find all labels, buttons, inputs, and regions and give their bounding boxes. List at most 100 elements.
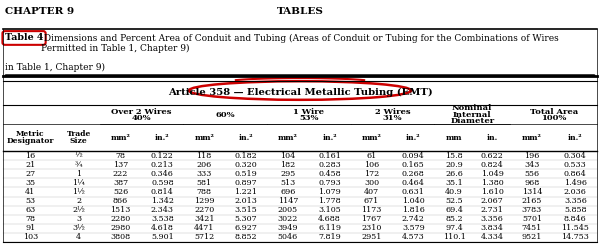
Text: 866: 866 bbox=[113, 197, 128, 205]
Text: 5701: 5701 bbox=[522, 215, 542, 223]
Text: 1.610: 1.610 bbox=[481, 188, 503, 196]
Text: 172: 172 bbox=[364, 170, 379, 178]
Text: 2.742: 2.742 bbox=[402, 215, 425, 223]
Text: 0.122: 0.122 bbox=[151, 152, 174, 160]
Text: 103: 103 bbox=[23, 233, 38, 241]
Text: 104: 104 bbox=[280, 152, 295, 160]
Text: 100%: 100% bbox=[541, 114, 566, 122]
Text: 21: 21 bbox=[25, 161, 35, 169]
Text: 4: 4 bbox=[76, 233, 81, 241]
Text: 78: 78 bbox=[116, 152, 125, 160]
Text: 4.618: 4.618 bbox=[151, 224, 174, 232]
Text: 1314: 1314 bbox=[522, 188, 542, 196]
Text: 671: 671 bbox=[364, 197, 379, 205]
Text: 2½: 2½ bbox=[72, 206, 85, 214]
Text: 0.304: 0.304 bbox=[564, 152, 587, 160]
Text: 4.688: 4.688 bbox=[318, 215, 341, 223]
Text: 1173: 1173 bbox=[361, 206, 382, 214]
Text: 2.036: 2.036 bbox=[564, 188, 587, 196]
Text: 2951: 2951 bbox=[361, 233, 382, 241]
Text: 1.816: 1.816 bbox=[402, 206, 425, 214]
Text: mm²: mm² bbox=[522, 134, 542, 142]
Text: in.²: in.² bbox=[406, 134, 421, 142]
Text: 0.519: 0.519 bbox=[235, 170, 257, 178]
Text: 5.307: 5.307 bbox=[235, 215, 257, 223]
Text: Trade: Trade bbox=[67, 130, 91, 138]
Text: 4.573: 4.573 bbox=[402, 233, 425, 241]
Text: 11.545: 11.545 bbox=[562, 224, 589, 232]
Text: 26.6: 26.6 bbox=[445, 170, 463, 178]
Text: 513: 513 bbox=[280, 179, 295, 187]
Text: in.²: in.² bbox=[155, 134, 170, 142]
Text: 69.4: 69.4 bbox=[445, 206, 463, 214]
Text: 0.464: 0.464 bbox=[402, 179, 425, 187]
Text: 3½: 3½ bbox=[72, 224, 85, 232]
Text: 3.515: 3.515 bbox=[235, 206, 257, 214]
Text: 1.221: 1.221 bbox=[235, 188, 257, 196]
Text: 2.067: 2.067 bbox=[481, 197, 503, 205]
Text: 968: 968 bbox=[524, 179, 539, 187]
Text: 196: 196 bbox=[524, 152, 539, 160]
Text: 2980: 2980 bbox=[110, 224, 131, 232]
Text: 3.538: 3.538 bbox=[151, 215, 174, 223]
Text: 3.834: 3.834 bbox=[481, 224, 503, 232]
Text: 3.579: 3.579 bbox=[402, 224, 425, 232]
Text: 61: 61 bbox=[367, 152, 377, 160]
Text: 0.864: 0.864 bbox=[564, 170, 587, 178]
Text: 0.165: 0.165 bbox=[402, 161, 425, 169]
Text: 0.622: 0.622 bbox=[481, 152, 503, 160]
Text: ½: ½ bbox=[75, 152, 83, 160]
Text: 222: 222 bbox=[113, 170, 128, 178]
Text: 788: 788 bbox=[197, 188, 212, 196]
Text: 1147: 1147 bbox=[278, 197, 298, 205]
Text: 2.013: 2.013 bbox=[235, 197, 257, 205]
Text: in.²: in.² bbox=[568, 134, 583, 142]
Text: 0.458: 0.458 bbox=[319, 170, 341, 178]
Text: 40%: 40% bbox=[131, 114, 151, 122]
Text: in.: in. bbox=[487, 134, 497, 142]
Text: 3.356: 3.356 bbox=[564, 197, 587, 205]
Text: 5.858: 5.858 bbox=[564, 206, 587, 214]
Text: mm²: mm² bbox=[278, 134, 298, 142]
Text: 7451: 7451 bbox=[522, 224, 542, 232]
Text: 137: 137 bbox=[113, 161, 128, 169]
Text: 1: 1 bbox=[76, 170, 81, 178]
Text: 4471: 4471 bbox=[194, 224, 214, 232]
Text: Size: Size bbox=[70, 137, 88, 145]
Text: 3.105: 3.105 bbox=[318, 206, 341, 214]
Text: 0.161: 0.161 bbox=[318, 152, 341, 160]
Text: 118: 118 bbox=[197, 152, 212, 160]
Text: in Table 1, Chapter 9): in Table 1, Chapter 9) bbox=[5, 63, 105, 72]
Text: 60%: 60% bbox=[215, 111, 235, 119]
Text: 526: 526 bbox=[113, 188, 128, 196]
Text: 35: 35 bbox=[25, 179, 35, 187]
Text: 6.927: 6.927 bbox=[235, 224, 257, 232]
Text: 7.819: 7.819 bbox=[318, 233, 341, 241]
Text: 91: 91 bbox=[25, 224, 35, 232]
Text: 0.793: 0.793 bbox=[318, 179, 341, 187]
Text: Table 4: Table 4 bbox=[5, 33, 43, 42]
Text: 0.824: 0.824 bbox=[481, 161, 503, 169]
Text: ¾: ¾ bbox=[75, 161, 82, 169]
Text: Internal: Internal bbox=[453, 111, 491, 119]
Text: 15.8: 15.8 bbox=[445, 152, 463, 160]
Text: mm²: mm² bbox=[110, 134, 130, 142]
Text: 343: 343 bbox=[524, 161, 539, 169]
Text: 2 Wires: 2 Wires bbox=[374, 108, 410, 116]
Text: 4.334: 4.334 bbox=[481, 233, 503, 241]
Text: 556: 556 bbox=[524, 170, 539, 178]
Text: 27: 27 bbox=[25, 170, 35, 178]
Text: 0.897: 0.897 bbox=[235, 179, 257, 187]
Text: 0.320: 0.320 bbox=[235, 161, 257, 169]
Text: 16: 16 bbox=[25, 152, 35, 160]
Text: 5.901: 5.901 bbox=[151, 233, 174, 241]
Text: 35.1: 35.1 bbox=[445, 179, 463, 187]
Text: 8.852: 8.852 bbox=[235, 233, 257, 241]
Text: mm: mm bbox=[446, 134, 462, 142]
Text: 0.094: 0.094 bbox=[402, 152, 425, 160]
Text: 2.731: 2.731 bbox=[481, 206, 503, 214]
Text: 581: 581 bbox=[197, 179, 212, 187]
Text: 1513: 1513 bbox=[110, 206, 131, 214]
Text: 3.356: 3.356 bbox=[481, 215, 503, 223]
Text: 20.9: 20.9 bbox=[445, 161, 463, 169]
